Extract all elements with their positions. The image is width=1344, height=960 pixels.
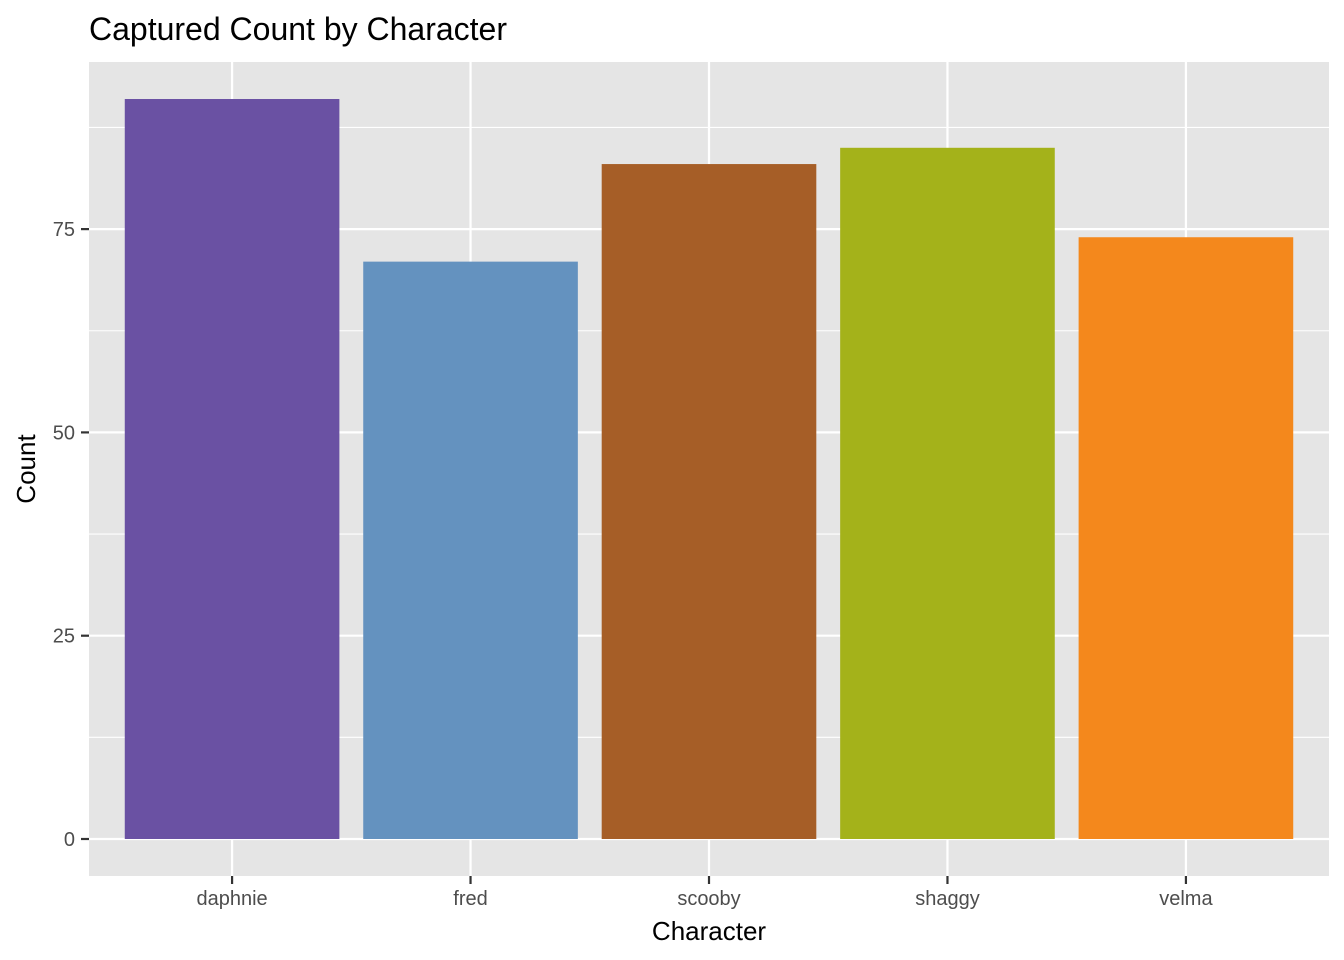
x-tick-label-fred: fred xyxy=(453,888,487,910)
x-axis-title: Character xyxy=(652,916,766,946)
bar-velma xyxy=(1078,237,1294,839)
x-tick-label-daphnie: daphnie xyxy=(196,888,267,910)
x-axis: daphnie fred scooby shaggy velma xyxy=(196,876,1213,910)
x-tick-label-shaggy: shaggy xyxy=(915,888,980,910)
bar-daphnie xyxy=(124,99,340,839)
bar-shaggy xyxy=(840,147,1055,840)
y-tick-label: 75 xyxy=(53,219,75,241)
bar-scooby xyxy=(601,164,817,840)
y-tick-label: 50 xyxy=(53,422,75,444)
y-tick-label: 25 xyxy=(53,626,75,648)
x-tick-label-velma: velma xyxy=(1159,888,1213,910)
bars xyxy=(124,99,1294,840)
bar-fred xyxy=(363,261,578,840)
y-axis-title: Count xyxy=(11,434,41,504)
y-axis: 0 25 50 75 xyxy=(53,219,89,851)
chart-title: Captured Count by Character xyxy=(89,11,507,47)
x-tick-label-scooby: scooby xyxy=(677,888,740,910)
y-tick-label: 0 xyxy=(64,829,75,851)
